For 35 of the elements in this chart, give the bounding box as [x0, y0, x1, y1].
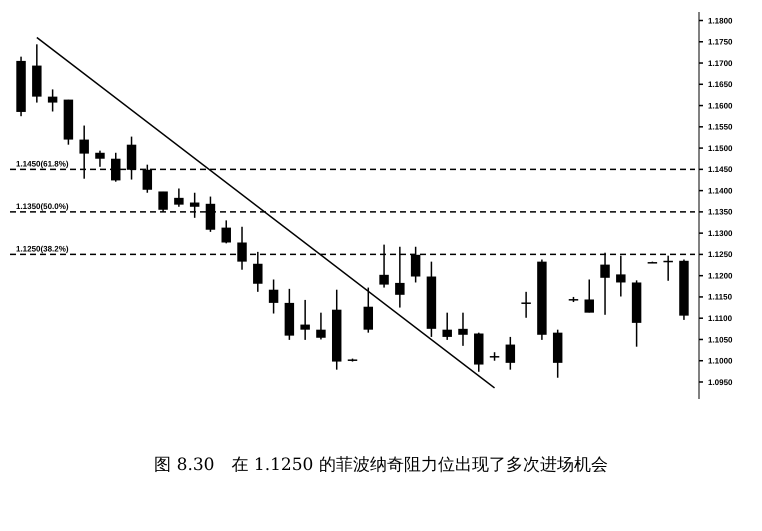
y-tick-label: 1.1250: [708, 250, 734, 260]
candlestick: [222, 220, 231, 244]
candlestick: [442, 312, 452, 341]
y-tick-label: 1.1050: [708, 335, 734, 344]
y-tick-label: 1.1100: [708, 314, 733, 323]
candlestick: [300, 299, 310, 341]
y-tick-label: 1.1750: [708, 38, 734, 47]
y-tick-label: 1.1150: [708, 292, 733, 302]
candlestick: [584, 278, 594, 314]
y-tick-label: 1.1000: [708, 356, 734, 366]
y-tick-label: 1.1800: [708, 16, 734, 26]
y-tick-label: 1.1650: [708, 80, 734, 90]
y-tick-label: 1.1400: [708, 186, 734, 196]
y-tick-label: 1.1700: [708, 58, 734, 68]
ref-line-label: 1.1350(50.0%): [16, 202, 69, 211]
y-tick-label: 1.1550: [708, 122, 734, 132]
candlestick: [506, 336, 516, 370]
text: 图 8.30 在 1.1250 的菲波纳奇阻力位出现了多次进场机会: [154, 455, 608, 475]
y-tick-label: 1.1200: [708, 271, 734, 280]
candlestick: [364, 286, 374, 334]
candlestick: [174, 188, 184, 208]
y-tick-label: 1.1500: [708, 144, 734, 153]
y-tick-label: 1.1600: [708, 101, 734, 110]
candlestick: [316, 312, 326, 340]
y-tick-label: 1.1450: [708, 165, 734, 174]
y-tick-label: 1.1300: [708, 228, 734, 238]
candlestick: [458, 312, 468, 347]
ref-line-label: 1.1250(38.2%): [16, 244, 69, 254]
candlestick: [521, 291, 531, 319]
ref-line-label: 1.1450(61.8%): [16, 159, 69, 168]
y-tick-label: 1.1350: [708, 208, 734, 217]
candlestick: [48, 88, 58, 112]
candlestick: [268, 278, 278, 314]
candlestick: [663, 254, 673, 282]
y-tick-label: 1.0950: [708, 378, 734, 387]
